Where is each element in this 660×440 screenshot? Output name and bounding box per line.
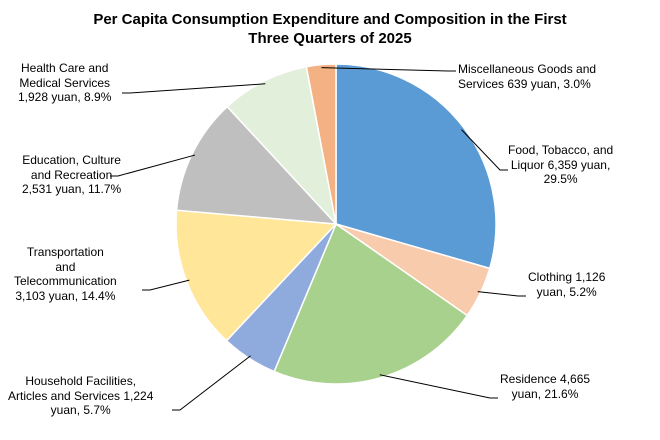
- pie-slice-health: [226, 65, 338, 227]
- leader-line-education: [110, 154, 196, 177]
- chart-title: Per Capita Consumption Expenditure and C…: [0, 10, 660, 48]
- data-label-residence: Residence 4,665 yuan, 21.6%: [500, 372, 591, 401]
- leader-line-household: [172, 355, 251, 411]
- data-label-clothing: Clothing 1,126 yuan, 5.2%: [528, 270, 606, 299]
- data-label-health: Health Care and Medical Services 1,928 y…: [18, 61, 112, 104]
- chart-title-line-1: Per Capita Consumption Expenditure and C…: [93, 11, 567, 28]
- data-label-education: Education, Culture and Recreation 2,531 …: [22, 153, 122, 196]
- data-label-food: Food, Tobacco, and Liquor 6,359 yuan, 29…: [508, 143, 614, 186]
- pie-slice-miscellaneous: [305, 63, 337, 225]
- pie-slice-residence: [273, 222, 469, 385]
- leader-line-transportation: [142, 279, 190, 291]
- leader-line-health: [122, 83, 266, 94]
- leader-line-food: [461, 129, 508, 171]
- chart-title-line-2: Three Quarters of 2025: [248, 30, 412, 47]
- leader-line-residence: [379, 374, 498, 399]
- pie-slice-food: [335, 63, 497, 270]
- data-label-transportation: Transportation and Telecommunication 3,1…: [14, 245, 117, 303]
- pie-slice-education: [175, 105, 338, 225]
- data-label-household: Household Facilities, Articles and Servi…: [8, 374, 154, 417]
- leader-line-clothing: [477, 291, 526, 297]
- leader-line-miscellaneous: [321, 67, 456, 72]
- data-label-miscellaneous: Miscellaneous Goods and Services 639 yua…: [458, 62, 597, 91]
